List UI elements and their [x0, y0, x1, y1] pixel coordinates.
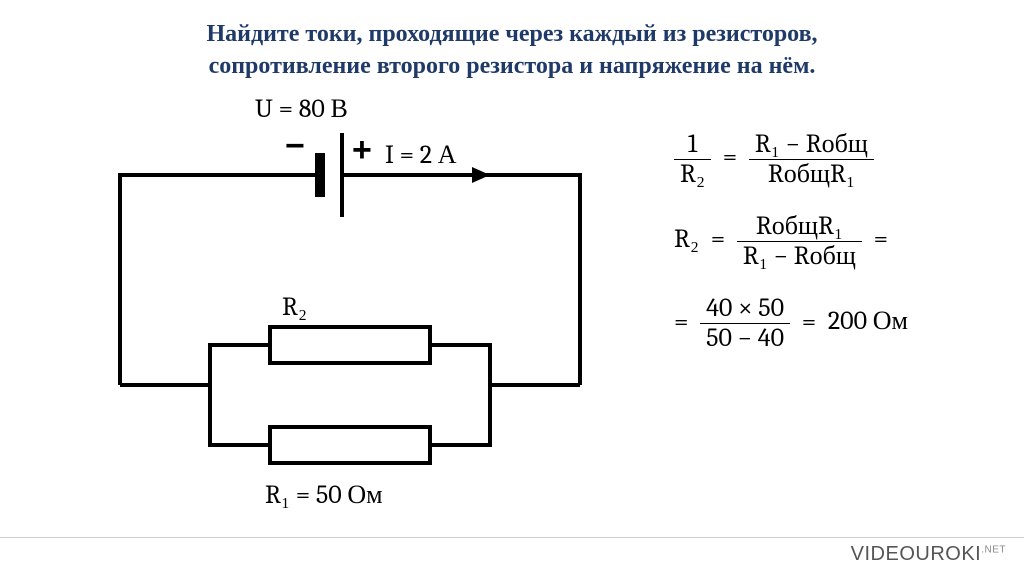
- eq1-lhs-num: 1: [674, 130, 711, 159]
- equation-3: = 40 × 50 50 − 40 = 200 Ом: [674, 294, 984, 352]
- eq3-leading-equals: =: [674, 307, 694, 337]
- resistor-r2: [270, 327, 430, 363]
- current-arrowhead: [472, 167, 490, 183]
- r2-label: R₂: [282, 292, 307, 322]
- voltage-label: U = 80 В: [255, 95, 348, 124]
- current-label: I = 2 А: [385, 140, 457, 170]
- footer-line: [0, 537, 1024, 538]
- formulas-block: 1 R₂ = R₁ − Rобщ RобщR₁ R₂ = RобщR₁ R₁ −…: [674, 130, 984, 377]
- watermark: VIDEOUROKI.NET: [851, 543, 1006, 566]
- eq2-lhs: R₂: [674, 224, 699, 254]
- watermark-suffix: .NET: [981, 544, 1006, 555]
- problem-title: Найдите токи, проходящие через каждый из…: [0, 18, 1024, 83]
- plus-sign: +: [352, 131, 372, 169]
- eq1-rhs-fraction: R₁ − Rобщ RобщR₁: [749, 130, 874, 188]
- eq2-rhs-den: R₁ − Rобщ: [737, 241, 862, 271]
- circuit-svg: U = 80 В I = 2 А − + R₂ R₁ = 50 Ом: [80, 95, 620, 535]
- r1-label: R₁ = 50 Ом: [265, 480, 383, 510]
- title-line-1: Найдите токи, проходящие через каждый из…: [206, 21, 817, 47]
- eq1-rhs-den: RобщR₁: [749, 159, 874, 189]
- watermark-text: VIDEOUROKI: [851, 543, 982, 565]
- eq2-equals: =: [705, 224, 731, 254]
- eq2-trailing-equals: =: [868, 224, 888, 254]
- eq1-lhs-den: R₂: [674, 159, 711, 189]
- eq3-den: 50 − 40: [700, 323, 790, 353]
- eq2-rhs-fraction: RобщR₁ R₁ − Rобщ: [737, 212, 862, 270]
- eq3-num: 40 × 50: [700, 294, 790, 323]
- resistor-r1: [270, 427, 430, 463]
- equation-2: R₂ = RобщR₁ R₁ − Rобщ =: [674, 212, 984, 270]
- eq1-lhs-fraction: 1 R₂: [674, 130, 711, 188]
- equation-1: 1 R₂ = R₁ − Rобщ RобщR₁: [674, 130, 984, 188]
- eq1-equals: =: [717, 142, 743, 172]
- title-line-2: сопротивление второго резистора и напряж…: [209, 53, 816, 79]
- eq2-rhs-num: RобщR₁: [737, 212, 862, 241]
- page: Найдите токи, проходящие через каждый из…: [0, 0, 1024, 574]
- eq1-rhs-num: R₁ − Rобщ: [749, 130, 874, 159]
- eq3-result: 200 Ом: [828, 307, 908, 337]
- circuit-diagram: U = 80 В I = 2 А − + R₂ R₁ = 50 Ом: [80, 95, 620, 535]
- minus-sign: −: [285, 127, 305, 165]
- eq3-equals: =: [796, 307, 822, 337]
- eq3-fraction: 40 × 50 50 − 40: [700, 294, 790, 352]
